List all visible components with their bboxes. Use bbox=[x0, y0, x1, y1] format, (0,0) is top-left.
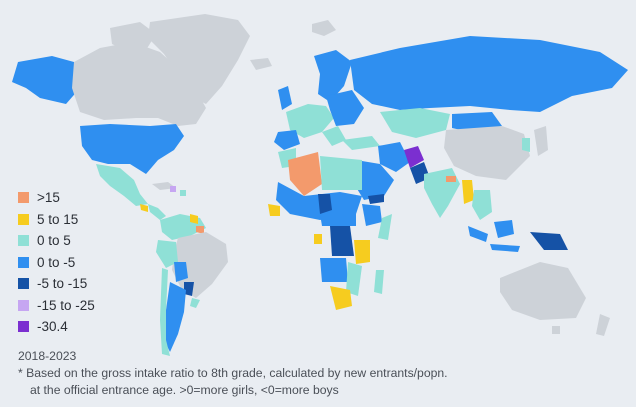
angola-shape bbox=[320, 258, 348, 282]
russia-shape bbox=[350, 36, 628, 112]
algeria-shape bbox=[288, 152, 322, 196]
borneo-shape bbox=[494, 220, 514, 238]
new-guinea-shape bbox=[530, 232, 568, 250]
peru-shape bbox=[156, 240, 178, 268]
japan-shape bbox=[534, 126, 548, 156]
argentina-shape bbox=[164, 282, 186, 352]
madagascar-shape bbox=[374, 270, 384, 294]
arabia-shape bbox=[354, 160, 394, 200]
uruguay-shape bbox=[190, 298, 200, 308]
mozambique-shape bbox=[346, 262, 362, 296]
paraguay-shape bbox=[184, 282, 194, 296]
legend-item-minus-30-4: -30.4 bbox=[18, 318, 95, 336]
svalbard-shape bbox=[312, 20, 336, 36]
southern-africa-shape bbox=[330, 286, 352, 310]
alaska-shape bbox=[12, 56, 80, 104]
west-africa-coast-shape bbox=[268, 204, 280, 216]
footnote-line-2: at the official entrance age. >0=more gi… bbox=[30, 383, 339, 397]
greenland-shape bbox=[148, 14, 250, 104]
chile-shape bbox=[160, 268, 170, 356]
mexico-shape bbox=[96, 164, 148, 206]
tasmania-shape bbox=[552, 326, 560, 334]
china-shape bbox=[444, 126, 530, 180]
legend-swatch bbox=[18, 278, 29, 290]
uk-shape bbox=[278, 86, 292, 110]
legend-item-5-to-15: 5 to 15 bbox=[18, 211, 95, 229]
turkey-shape bbox=[342, 136, 380, 150]
footnote-line-1: * Based on the gross intake ratio to 8th… bbox=[18, 366, 448, 380]
bolivia-shape bbox=[174, 262, 188, 282]
central-america-yellow bbox=[140, 204, 148, 212]
southeast-asia-shape bbox=[472, 190, 492, 220]
legend-label: -30.4 bbox=[37, 319, 68, 335]
legend-swatch bbox=[18, 299, 29, 311]
java-shape bbox=[490, 244, 520, 252]
legend-swatch bbox=[18, 192, 29, 204]
balkans-shape bbox=[322, 126, 346, 146]
afghanistan-shape bbox=[404, 146, 424, 168]
map-notes: 2018-2023 * Based on the gross intake ra… bbox=[18, 348, 448, 399]
map-legend: >15 5 to 15 0 to 5 0 to -5 -5 to -15 -15… bbox=[18, 189, 95, 336]
nigeria-shape bbox=[318, 194, 332, 214]
iberia-shape bbox=[274, 130, 300, 150]
legend-swatch bbox=[18, 213, 29, 225]
usa-shape bbox=[80, 124, 184, 174]
somalia-shape bbox=[378, 214, 392, 240]
scandinavia-shape bbox=[314, 50, 352, 102]
suriname-shape bbox=[196, 226, 204, 234]
yemen-shape bbox=[368, 194, 384, 204]
legend-label: >15 bbox=[37, 190, 60, 206]
legend-label: -5 to -15 bbox=[37, 276, 88, 292]
legend-label: -15 to -25 bbox=[37, 297, 95, 313]
iran-shape bbox=[378, 142, 410, 172]
sumatra-shape bbox=[468, 226, 488, 242]
legend-swatch bbox=[18, 321, 29, 333]
libya-egypt-shape bbox=[320, 156, 362, 190]
legend-item-over-15: >15 bbox=[18, 189, 95, 207]
kazakhstan-shape bbox=[380, 108, 450, 138]
legend-item-0-to-5: 0 to 5 bbox=[18, 232, 95, 250]
caribbean-island-purple bbox=[170, 186, 176, 192]
legend-item-minus-15-to-minus-25: -15 to -25 bbox=[18, 297, 95, 315]
central-africa-shape bbox=[320, 214, 356, 226]
guyana-shape bbox=[190, 214, 198, 224]
gabon-shape bbox=[314, 234, 322, 244]
east-africa-shape bbox=[354, 240, 370, 264]
eastern-europe-shape bbox=[326, 90, 364, 126]
legend-swatch bbox=[18, 235, 29, 247]
australia-shape bbox=[500, 262, 586, 320]
legend-label: 5 to 15 bbox=[37, 211, 79, 227]
central-america-shape bbox=[148, 204, 166, 220]
nepal-shape bbox=[446, 176, 456, 182]
new-zealand-shape bbox=[596, 314, 610, 336]
legend-item-0-to-minus-5: 0 to -5 bbox=[18, 254, 95, 272]
western-europe-shape bbox=[286, 104, 334, 138]
myanmar-shape bbox=[462, 180, 474, 204]
legend-label: 0 to 5 bbox=[37, 233, 71, 249]
caribbean-island-teal bbox=[180, 190, 186, 196]
korea-shape bbox=[522, 138, 530, 152]
ethiopia-shape bbox=[362, 204, 382, 226]
canada-shape bbox=[72, 42, 206, 126]
legend-swatch bbox=[18, 256, 29, 268]
iceland-shape bbox=[250, 58, 272, 70]
period-label: 2018-2023 bbox=[18, 349, 77, 363]
brazil-shape bbox=[172, 232, 228, 298]
legend-item-minus-5-to-minus-15: -5 to -15 bbox=[18, 275, 95, 293]
drc-shape bbox=[330, 226, 354, 256]
legend-label: 0 to -5 bbox=[37, 254, 76, 270]
